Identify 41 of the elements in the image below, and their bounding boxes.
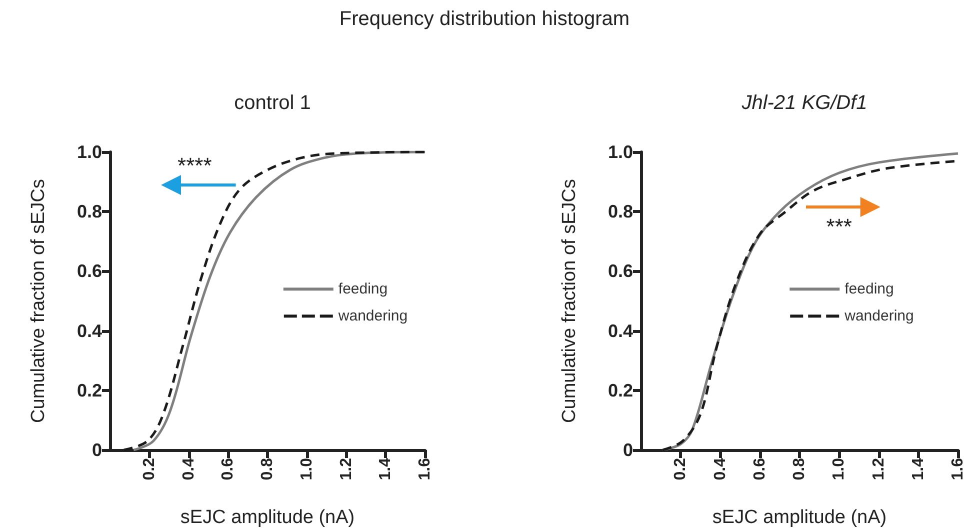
chart-subtitle: control 1 <box>234 92 311 114</box>
x-tick-label: 1.2 <box>870 458 888 480</box>
legend-label: wandering <box>844 308 914 325</box>
y-tick-label: 0.2 <box>76 380 102 400</box>
x-tick-label: 1.2 <box>338 458 355 480</box>
x-tick-label: 1.0 <box>298 458 316 480</box>
x-tick-label: 0.8 <box>791 458 808 480</box>
y-tick-label: 1.0 <box>76 142 102 162</box>
x-axis-title: sEJC amplitude (nA) <box>712 507 887 528</box>
x-tick-label: 1.6 <box>950 458 966 480</box>
y-tick-label: 0.8 <box>76 202 102 222</box>
y-tick-label: 1.0 <box>608 142 633 162</box>
annotation: **** <box>178 152 212 178</box>
legend-label: wandering <box>337 308 408 325</box>
y-tick-label: 0.2 <box>608 380 633 400</box>
x-tick-label: 0.2 <box>672 458 690 480</box>
y-axis-title: Cumulative fraction of sEJCs <box>28 179 49 423</box>
x-tick-label: 1.4 <box>910 458 927 480</box>
x-tick-label: 1.0 <box>830 458 848 480</box>
y-tick-label: 0.4 <box>76 320 102 341</box>
x-tick-label: 0.4 <box>180 458 198 480</box>
x-tick-label: 1.6 <box>416 458 434 480</box>
x-tick-label: 0.6 <box>220 458 237 480</box>
annotation: *** <box>826 214 852 239</box>
chart-subtitle: Jhl-21 KG/Df1 <box>740 92 868 114</box>
y-tick-label: 0 <box>622 440 633 460</box>
y-tick-label: 0.6 <box>76 261 102 282</box>
text: Frequency distribution histogram <box>338 8 631 31</box>
x-tick-label: 1.4 <box>377 458 394 480</box>
y-tick-label: 0.4 <box>608 320 633 341</box>
x-tick-label: 0.2 <box>140 458 158 480</box>
x-axis-title: sEJC amplitude (nA) <box>180 507 355 528</box>
x-tick-label: 0.8 <box>259 458 276 480</box>
legend-label: feeding <box>844 280 894 298</box>
legend-label: feeding <box>338 280 388 298</box>
y-tick-label: 0.8 <box>608 202 633 222</box>
y-axis-title: Cumulative fraction of sEJCs <box>559 179 580 423</box>
x-tick-label: 0.6 <box>751 458 768 480</box>
y-tick-label: 0.6 <box>608 261 633 282</box>
x-tick-label: 0.4 <box>712 458 729 480</box>
y-tick-label: 0 <box>92 440 102 460</box>
